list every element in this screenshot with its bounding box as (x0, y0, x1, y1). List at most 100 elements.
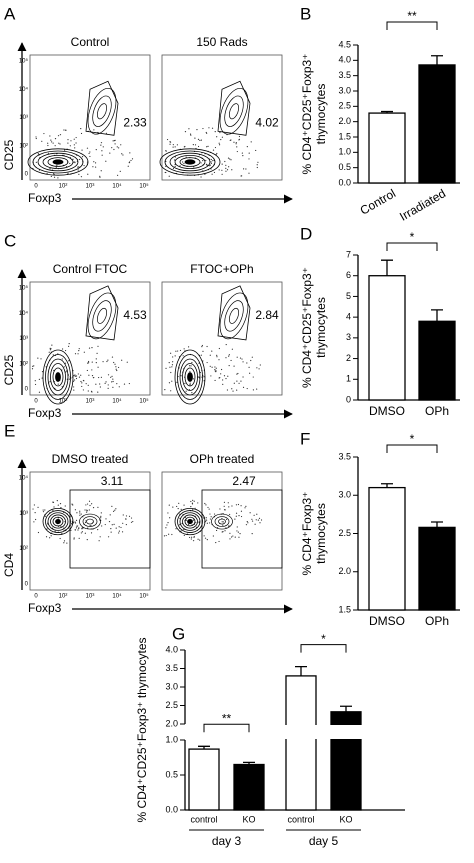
event-dot (228, 364, 230, 367)
event-dot (222, 383, 224, 385)
event-dot (73, 389, 75, 391)
event-dot (197, 502, 199, 504)
event-dot (91, 346, 93, 349)
event-dot (206, 146, 208, 148)
event-dot (214, 366, 216, 368)
event-dot (115, 368, 117, 370)
event-dot (51, 344, 53, 346)
event-dot (74, 147, 76, 149)
significance-bracket (203, 723, 250, 733)
event-dot (219, 376, 221, 379)
y-tick-label: 0.0 (165, 804, 178, 814)
event-dot (210, 375, 212, 377)
event-dot (57, 383, 59, 385)
event-dot (85, 511, 88, 513)
gate-contour (79, 513, 101, 530)
event-dot (181, 161, 184, 163)
event-dot (100, 512, 102, 514)
event-dot (68, 343, 70, 345)
event-dot (212, 535, 214, 537)
event-dot (75, 136, 77, 139)
event-dot (215, 541, 217, 544)
event-dot (212, 160, 214, 162)
y-tick-label: 0.5 (165, 769, 178, 779)
event-dot (43, 132, 45, 135)
density-contour (42, 154, 74, 169)
event-dot (86, 539, 88, 541)
y-tick-label: 3.0 (338, 85, 351, 95)
bar (285, 675, 317, 811)
event-dot (78, 527, 80, 530)
gate-contour (229, 307, 239, 324)
event-dot (239, 357, 242, 359)
x-tick-label: 0 (34, 594, 38, 600)
x-tick-label: 10² (59, 184, 68, 190)
event-dot (191, 392, 193, 394)
event-dot (97, 391, 99, 393)
event-dot (86, 503, 89, 505)
event-dot (75, 142, 77, 144)
event-dot (168, 504, 170, 506)
density-contour (159, 148, 221, 176)
event-dot (78, 376, 81, 378)
event-dot (59, 134, 62, 136)
event-dot (52, 142, 54, 144)
event-dot (229, 158, 231, 160)
event-dot (113, 510, 115, 512)
event-dot (192, 378, 195, 380)
event-dot (81, 149, 83, 151)
event-dot (49, 347, 51, 349)
event-dot (56, 500, 58, 502)
event-dot (80, 176, 83, 178)
event-dot (120, 526, 122, 529)
event-dot (107, 536, 110, 538)
event-dot (45, 536, 48, 538)
event-dot (236, 389, 238, 391)
event-dot (37, 506, 39, 508)
event-dot (256, 166, 258, 169)
bar (418, 526, 456, 611)
event-dot (184, 131, 187, 133)
x-tick-label: KO (339, 814, 352, 824)
y-tick-label: 5 (346, 291, 351, 301)
event-dot (166, 524, 168, 526)
event-dot (229, 513, 231, 516)
event-dot (223, 509, 226, 511)
event-dot (229, 538, 231, 540)
event-dot (113, 523, 115, 525)
event-dot (246, 145, 248, 148)
event-dot (44, 509, 46, 511)
event-dot (220, 138, 222, 141)
panel-label: E (4, 421, 15, 440)
event-dot (209, 164, 211, 166)
event-dot (230, 359, 232, 362)
flow-plot-frame (161, 281, 283, 396)
event-dot (75, 377, 78, 380)
event-dot (210, 516, 212, 518)
y-tick-label: 0 (25, 582, 29, 588)
event-dot (78, 173, 80, 175)
bar (368, 275, 406, 401)
event-dot (190, 506, 192, 508)
density-contour (179, 358, 201, 396)
event-dot (216, 136, 218, 138)
significance-bracket (386, 242, 438, 251)
event-dot (237, 503, 240, 506)
event-dot (190, 538, 192, 540)
plot-title: Control (71, 35, 110, 49)
event-dot (208, 522, 211, 524)
event-dot (92, 507, 95, 509)
event-dot (203, 535, 205, 537)
event-dot (168, 362, 170, 364)
event-dot (225, 343, 227, 346)
event-dot (221, 169, 223, 171)
event-dot (225, 167, 227, 169)
event-dot (253, 514, 255, 516)
y-tick-label: 2 (346, 353, 351, 363)
event-dot (223, 501, 226, 503)
event-dot (219, 131, 221, 134)
event-dot (164, 389, 166, 391)
event-dot (121, 531, 124, 533)
event-dot (49, 381, 51, 383)
error-bar (431, 521, 443, 528)
